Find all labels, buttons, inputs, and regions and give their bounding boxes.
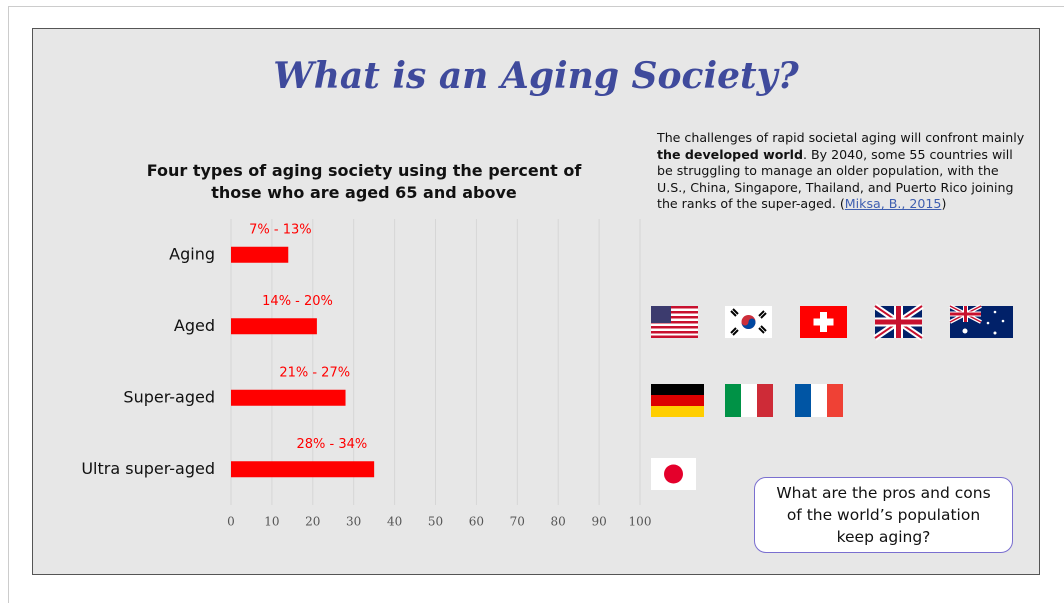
bar <box>231 246 289 263</box>
annotation: 14% - 20% <box>262 294 333 309</box>
x-tick-label: 30 <box>346 515 361 529</box>
bar <box>231 389 346 406</box>
x-tick-label: 70 <box>510 515 525 529</box>
question-text: What are the pros and cons of the world’… <box>776 484 991 546</box>
paragraph: The challenges of rapid societal aging w… <box>657 130 1027 213</box>
x-tick-label: 90 <box>591 515 606 529</box>
flag-japan <box>651 458 696 490</box>
x-tick-label: 10 <box>264 515 279 529</box>
citation-link[interactable]: Miksa, B., 2015 <box>844 196 942 211</box>
annotation: 28% - 34% <box>297 437 368 452</box>
annotation: 7% - 13% <box>249 222 311 237</box>
flags <box>651 303 1013 490</box>
text: The challenges of rapid societal aging w… <box>657 130 1025 145</box>
bar <box>231 461 375 478</box>
flag-korea <box>725 306 772 338</box>
text: . By 2040, some 55 countries will be str… <box>657 146 1014 212</box>
flag-switzerland <box>800 306 847 338</box>
x-tick-label: 50 <box>428 515 443 529</box>
x-tick-label: 40 <box>387 515 402 529</box>
x-tick-label: 60 <box>469 515 484 529</box>
x-tick-label: 80 <box>551 515 566 529</box>
y-tick-label: Aged <box>174 316 215 335</box>
slide-title: What is an Aging Society? <box>273 55 799 97</box>
frame-line <box>8 6 1064 7</box>
flag-us <box>651 306 698 338</box>
y-tick-label: Ultra super-aged <box>81 459 215 478</box>
chart-title: Four types of aging society using the pe… <box>146 161 582 202</box>
annotation: 21% - 27% <box>279 365 350 380</box>
text: ) <box>941 196 947 211</box>
x-tick-label: 20 <box>305 515 320 529</box>
x-tick-label: 0 <box>227 515 235 529</box>
flag-uk <box>873 303 924 341</box>
flag-france <box>795 384 843 417</box>
y-tick-label: Aging <box>169 244 215 263</box>
x-tick-label: 100 <box>629 515 652 529</box>
flag-australia <box>949 304 1013 338</box>
flag-germany <box>651 384 704 417</box>
y-tick-label: Super-aged <box>123 387 215 406</box>
question-box: What are the pros and cons of the world’… <box>754 477 1013 553</box>
flag-italy <box>725 384 773 417</box>
bold-text: the developed world <box>657 146 803 162</box>
frame-line <box>8 6 9 603</box>
bar <box>231 318 317 335</box>
